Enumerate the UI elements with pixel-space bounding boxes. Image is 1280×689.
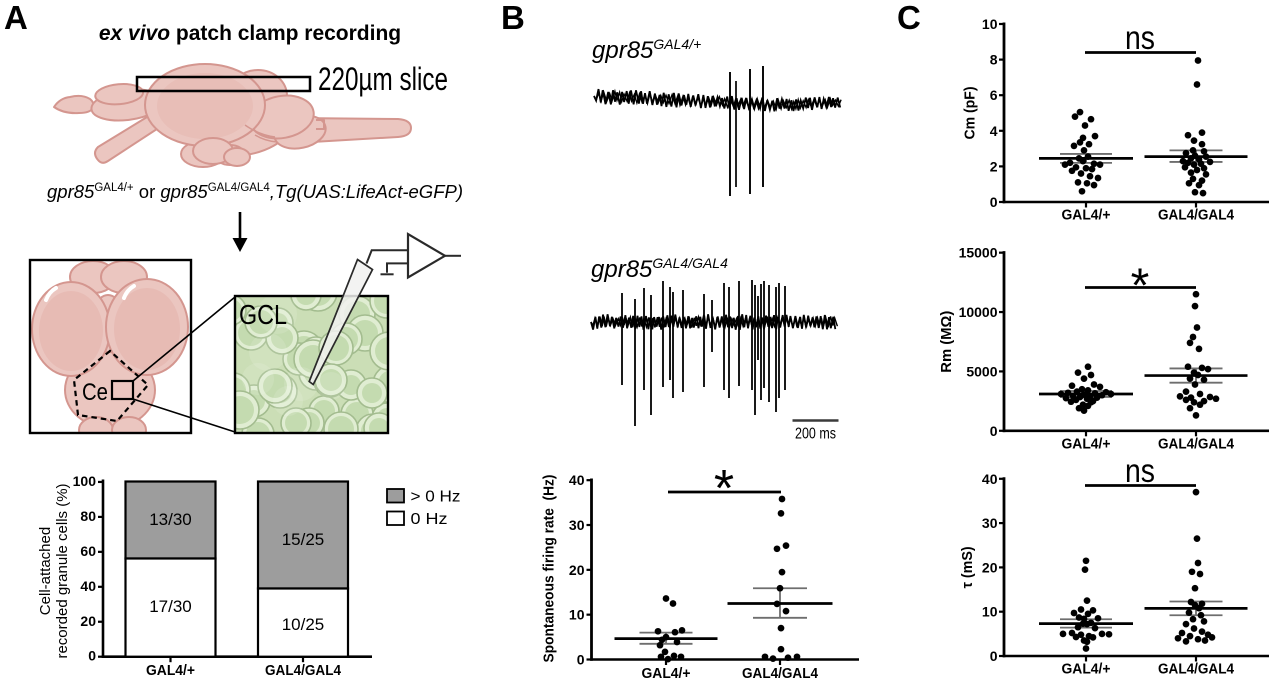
svg-text:Cell-attached: Cell-attached xyxy=(37,527,54,615)
svg-text:15/25: 15/25 xyxy=(282,530,325,549)
svg-text:10/25: 10/25 xyxy=(282,615,325,634)
svg-text:GAL4/+: GAL4/+ xyxy=(1062,208,1111,224)
svg-text:20: 20 xyxy=(569,562,585,578)
svg-text:A: A xyxy=(4,0,28,36)
svg-text:GAL4/+: GAL4/+ xyxy=(1062,436,1111,452)
svg-text:6: 6 xyxy=(990,87,998,103)
svg-text:0: 0 xyxy=(990,648,998,664)
svg-text:GAL4/GAL4: GAL4/GAL4 xyxy=(1158,662,1234,678)
svg-text:40: 40 xyxy=(80,578,96,594)
svg-text:100: 100 xyxy=(73,473,97,489)
svg-text:220µm slice: 220µm slice xyxy=(318,61,448,97)
svg-text:40: 40 xyxy=(982,471,998,487)
svg-text:8: 8 xyxy=(990,52,998,68)
svg-text:20: 20 xyxy=(80,613,96,629)
svg-text:0: 0 xyxy=(990,423,998,439)
svg-text:C: C xyxy=(897,0,921,36)
svg-text:GAL4/+: GAL4/+ xyxy=(642,666,691,682)
svg-text:Spontaneous firing rate (Hz): Spontaneous firing rate (Hz) xyxy=(541,475,558,663)
svg-text:5000: 5000 xyxy=(966,363,997,379)
svg-text:GAL4/+: GAL4/+ xyxy=(1062,662,1111,678)
svg-text:10000: 10000 xyxy=(959,304,998,320)
svg-text:30: 30 xyxy=(569,517,585,533)
svg-text:0: 0 xyxy=(577,652,585,668)
svg-text:GCL: GCL xyxy=(239,299,287,330)
svg-text:10: 10 xyxy=(982,604,998,620)
svg-text:> 0 Hz: > 0 Hz xyxy=(411,489,461,506)
svg-text:0 Hz: 0 Hz xyxy=(411,511,448,528)
svg-text:30: 30 xyxy=(982,515,998,531)
svg-text:ns: ns xyxy=(1125,19,1155,56)
svg-text:τ (mS): τ (mS) xyxy=(959,546,976,588)
svg-text:13/30: 13/30 xyxy=(149,510,192,529)
svg-text:*: * xyxy=(714,460,734,518)
svg-text:10: 10 xyxy=(982,16,998,32)
svg-text:GAL4/GAL4: GAL4/GAL4 xyxy=(265,663,341,679)
svg-text:200 ms: 200 ms xyxy=(795,426,836,443)
svg-text:GAL4/GAL4: GAL4/GAL4 xyxy=(1158,436,1234,452)
svg-text:60: 60 xyxy=(80,543,96,559)
svg-text:ns: ns xyxy=(1125,452,1155,489)
svg-text:10: 10 xyxy=(569,607,585,623)
svg-text:15000: 15000 xyxy=(959,245,998,261)
svg-text:0: 0 xyxy=(990,194,998,210)
svg-text:Rm (MΩ): Rm (MΩ) xyxy=(938,311,955,373)
svg-text:80: 80 xyxy=(80,508,96,524)
svg-text:GAL4/+: GAL4/+ xyxy=(146,663,195,679)
svg-text:17/30: 17/30 xyxy=(149,597,192,616)
svg-text:gpr85GAL4/+ or gpr85GAL4/GAL4,: gpr85GAL4/+ or gpr85GAL4/GAL4,Tg(UAS:Lif… xyxy=(47,181,463,202)
svg-text:GAL4/GAL4: GAL4/GAL4 xyxy=(742,666,818,682)
svg-text:4: 4 xyxy=(990,123,998,139)
svg-text:2: 2 xyxy=(990,158,998,174)
svg-text:recorded granule cells (%): recorded granule cells (%) xyxy=(54,483,71,658)
svg-text:Cm (pF): Cm (pF) xyxy=(962,86,979,139)
svg-text:B: B xyxy=(501,0,525,36)
svg-text:ex vivo patch clamp recording: ex vivo patch clamp recording xyxy=(99,22,401,45)
svg-text:0: 0 xyxy=(88,648,96,664)
svg-text:40: 40 xyxy=(569,472,585,488)
svg-text:*: * xyxy=(1131,260,1150,313)
svg-text:GAL4/GAL4: GAL4/GAL4 xyxy=(1158,208,1234,224)
svg-text:20: 20 xyxy=(982,559,998,575)
svg-text:Ce: Ce xyxy=(82,379,108,406)
